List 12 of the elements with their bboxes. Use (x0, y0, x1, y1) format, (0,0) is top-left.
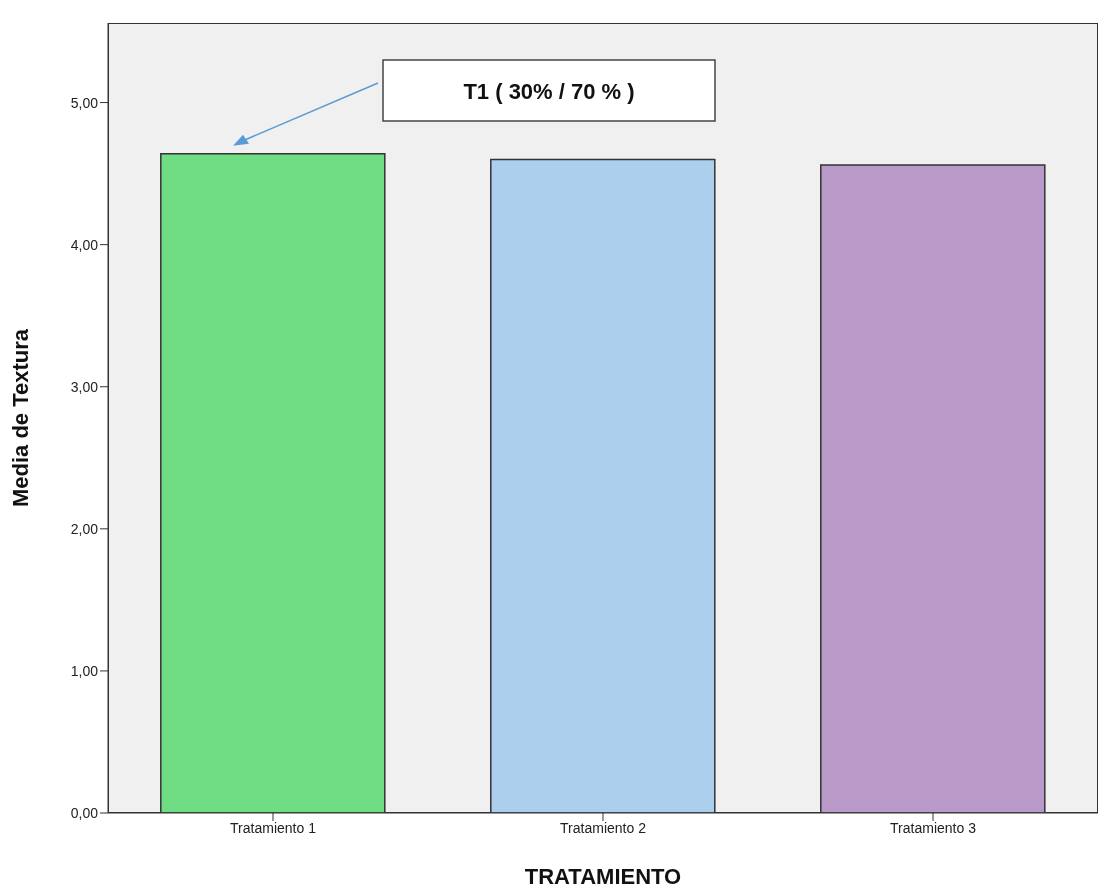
annotation: T1 ( 30% / 70 % ) (463, 78, 635, 104)
y-tick-label: 5,00 (70, 94, 99, 111)
y-tick-label: 0,00 (70, 804, 99, 821)
x-tick-label: Tratamiento 3 (890, 819, 977, 836)
y-axis-title: Media de Textura (7, 328, 33, 508)
x-axis-title: TRATAMIENTO (524, 864, 682, 889)
x-tick-label: Tratamiento 2 (560, 819, 647, 836)
x-tick-label: Tratamiento 1 (230, 819, 317, 836)
y-tick-label: 3,00 (70, 378, 99, 395)
y-tick-label: 1,00 (70, 662, 99, 679)
y-tick-label: 4,00 (70, 236, 99, 253)
y-tick-label: 2,00 (70, 520, 99, 537)
